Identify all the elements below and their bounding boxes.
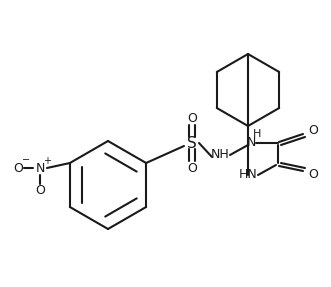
Text: S: S xyxy=(187,135,197,150)
Text: O: O xyxy=(187,112,197,125)
Text: −: − xyxy=(22,155,30,165)
Text: NH: NH xyxy=(211,148,229,162)
Text: O: O xyxy=(187,162,197,174)
Text: N: N xyxy=(246,137,256,150)
Text: O: O xyxy=(35,183,45,197)
Text: O: O xyxy=(13,162,23,174)
Text: HN: HN xyxy=(239,168,258,181)
Text: O: O xyxy=(308,168,318,181)
Text: O: O xyxy=(308,123,318,137)
Text: H: H xyxy=(253,129,261,139)
Text: N: N xyxy=(35,162,45,174)
Text: +: + xyxy=(43,156,51,166)
